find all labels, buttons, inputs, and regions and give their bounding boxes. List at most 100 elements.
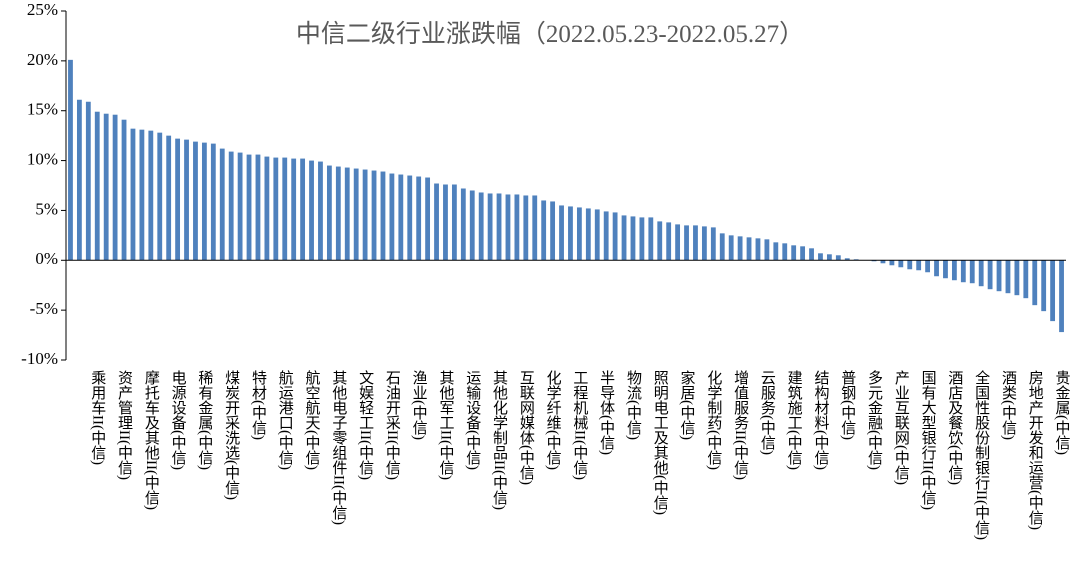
x-tick-label: 乘用车II(中信)	[89, 370, 106, 465]
bar	[621, 215, 627, 261]
bar	[193, 141, 198, 261]
bar	[880, 260, 886, 264]
bar	[505, 194, 511, 261]
bar	[1059, 260, 1064, 333]
x-tick-label: 渔业(中信)	[411, 370, 428, 440]
bar	[300, 158, 306, 261]
bar	[157, 132, 163, 261]
bar	[425, 177, 431, 261]
bar	[773, 242, 779, 261]
x-tick-label: 半导体(中信)	[598, 370, 615, 455]
bar	[585, 208, 591, 261]
bar	[85, 101, 91, 261]
x-tick-label: 其他军工II(中信)	[437, 370, 454, 480]
x-tick-label: 结构材料(中信)	[812, 370, 829, 470]
bar	[639, 217, 645, 261]
bar	[121, 119, 127, 261]
bar	[826, 254, 832, 261]
x-tick-label: 其他电子零组件II(中信)	[330, 370, 347, 525]
bar	[237, 152, 243, 261]
bar	[282, 157, 288, 261]
bar	[809, 248, 814, 261]
x-tick-label: 电源设备(中信)	[170, 370, 187, 470]
x-tick-label: 特材(中信)	[250, 370, 267, 440]
bar	[523, 195, 529, 261]
bar	[371, 170, 377, 261]
bar	[960, 260, 966, 283]
bar	[889, 260, 895, 266]
x-tick-label: 物流(中信)	[625, 370, 642, 440]
bar	[675, 224, 681, 261]
bar	[335, 166, 341, 261]
bar	[148, 130, 154, 261]
y-tick-label: 5%	[35, 199, 58, 218]
bar	[1005, 260, 1011, 294]
bar	[130, 128, 136, 261]
bar	[362, 169, 368, 261]
bar	[969, 260, 975, 284]
bar	[719, 233, 725, 261]
y-tick-label: -5%	[30, 299, 58, 318]
x-tick-label: 互联网媒体(中信)	[518, 370, 535, 485]
x-tick-label: 家居(中信)	[679, 370, 696, 440]
x-tick-label: 化学制药(中信)	[705, 370, 722, 470]
bar	[273, 157, 279, 261]
bar	[996, 260, 1002, 292]
bar	[800, 246, 806, 261]
bar	[755, 238, 761, 261]
bar	[532, 195, 538, 261]
bar	[764, 239, 770, 261]
bar	[326, 165, 332, 261]
bar	[710, 227, 716, 261]
bar	[746, 237, 752, 261]
bar	[255, 154, 261, 261]
x-tick-label: 稀有金属(中信)	[196, 370, 213, 470]
bar	[648, 217, 654, 261]
bar	[434, 183, 439, 261]
x-tick-label: 多元金融(中信)	[866, 370, 883, 470]
x-tick-label: 普钢(中信)	[839, 370, 856, 440]
x-tick-label: 云服务(中信)	[759, 370, 776, 455]
bar	[844, 258, 850, 261]
bar	[559, 205, 564, 261]
bar	[219, 148, 225, 261]
x-tick-label: 照明电工及其他(中信)	[652, 370, 669, 515]
bar	[907, 260, 913, 270]
bar	[835, 255, 841, 261]
bar	[112, 114, 118, 261]
bar	[666, 222, 672, 261]
x-tick-label: 化学纤维(中信)	[545, 370, 562, 470]
x-tick-label: 其他化学制品II(中信)	[491, 370, 508, 510]
bar	[210, 143, 216, 261]
bar	[103, 113, 109, 261]
y-tick-label: 25%	[27, 0, 58, 19]
x-tick-label: 运输设备(中信)	[464, 370, 481, 470]
bar	[264, 156, 270, 261]
bar	[693, 225, 698, 261]
x-tick-label: 房地产开发和运营(中信)	[1027, 370, 1044, 530]
bar	[246, 154, 252, 261]
bar	[603, 211, 609, 261]
bar	[353, 168, 359, 261]
bar	[657, 221, 663, 261]
y-tick-label: 15%	[27, 100, 58, 119]
bar	[76, 99, 82, 261]
bar	[291, 158, 297, 261]
x-tick-label: 产业互联网(中信)	[893, 370, 910, 485]
bar	[943, 260, 948, 279]
x-tick-label: 酒类(中信)	[1000, 370, 1017, 440]
bar	[443, 184, 448, 261]
bar	[701, 226, 707, 261]
bar	[612, 212, 618, 261]
bar	[228, 151, 234, 261]
bar	[728, 235, 734, 261]
x-tick-label: 摩托车及其他II(中信)	[143, 369, 160, 510]
x-tick-label: 建筑施工(中信)	[786, 370, 803, 470]
bar	[987, 260, 993, 290]
x-tick-label: 增值服务II(中信)	[732, 370, 749, 480]
bar	[380, 171, 386, 261]
bar	[541, 200, 547, 261]
bar	[791, 245, 797, 261]
bar	[94, 111, 100, 261]
